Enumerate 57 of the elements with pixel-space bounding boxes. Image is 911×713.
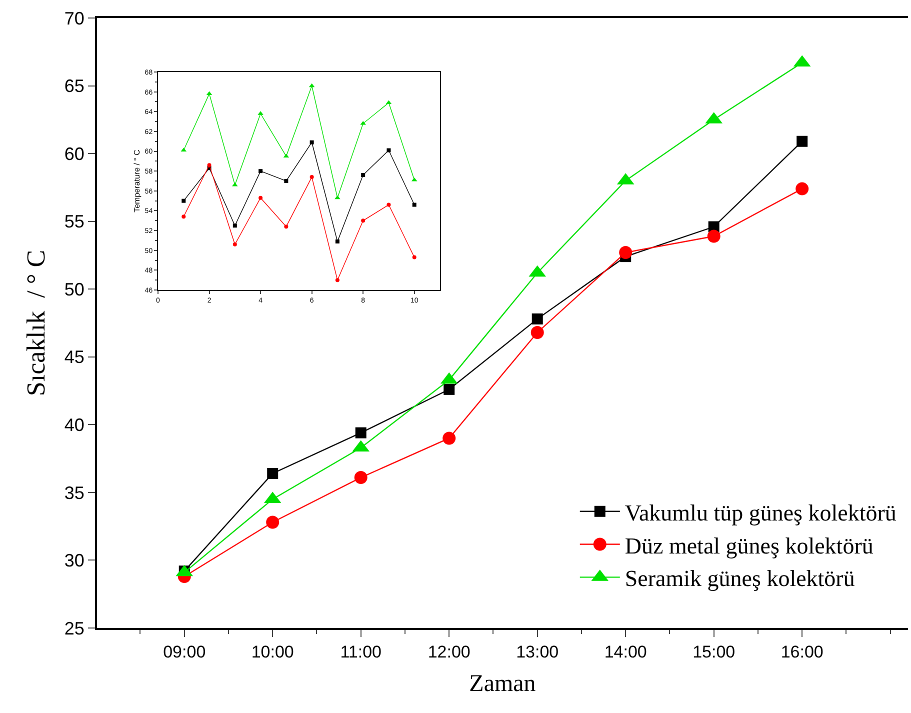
point: [232, 182, 238, 186]
x-tick-label: 11:00: [340, 642, 382, 662]
y-tick-label: 70: [64, 8, 84, 28]
point: [182, 198, 186, 203]
point: [310, 140, 314, 144]
y-tick-label: 65: [64, 76, 84, 96]
y-tick-label: 45: [64, 347, 84, 368]
point: [796, 182, 809, 196]
x-tick-label: 14:00: [604, 642, 647, 662]
y-tick-label: 60: [64, 144, 84, 164]
y-tick-label: 25: [64, 618, 84, 638]
point: [354, 471, 368, 484]
x-tick-label: 10:00: [251, 642, 294, 662]
point: [412, 255, 416, 260]
point: [182, 214, 186, 219]
point: [232, 242, 237, 246]
point: [232, 224, 237, 228]
y-axis-title: Temperature / ° C: [132, 149, 142, 212]
point: [267, 468, 278, 479]
legend-label: Düz metal güneş kolektörü: [624, 533, 874, 558]
legend-label: Seramik güneş kolektörü: [624, 566, 856, 592]
point: [355, 427, 366, 438]
point: [266, 516, 280, 529]
point: [284, 179, 288, 183]
point: [258, 169, 263, 174]
x-tick-label: 15:00: [692, 642, 736, 662]
y-tick-label: 35: [64, 482, 84, 503]
point: [532, 313, 543, 324]
point: [284, 224, 288, 229]
point: [335, 278, 340, 282]
x-axis-title: Zaman: [469, 671, 536, 698]
point: [386, 148, 391, 152]
point: [361, 173, 366, 178]
point: [619, 246, 632, 260]
x-tick-label: 13:00: [516, 642, 559, 662]
y-tick-label: 40: [64, 414, 84, 435]
x-tick-label: 09:00: [163, 642, 206, 662]
point: [707, 230, 720, 243]
point: [796, 136, 808, 147]
x-tick-label: 12:00: [428, 642, 470, 662]
y-tick-label: 30: [64, 550, 84, 571]
point: [361, 218, 366, 223]
x-tick-label: 16:00: [780, 642, 824, 662]
point: [530, 326, 544, 339]
y-axis-title: Sıcaklık / ° C: [21, 250, 50, 396]
y-tick-label: 55: [64, 212, 84, 232]
point: [386, 202, 391, 207]
point: [442, 432, 456, 445]
point: [334, 195, 340, 200]
point: [335, 239, 340, 244]
point: [207, 163, 212, 168]
point: [310, 175, 314, 180]
point: [258, 196, 263, 200]
legend-label: Vakumlu tüp güneş kolektörü: [624, 500, 897, 526]
point: [412, 202, 416, 207]
y-tick-label: 50: [64, 279, 84, 300]
point: [444, 384, 455, 395]
